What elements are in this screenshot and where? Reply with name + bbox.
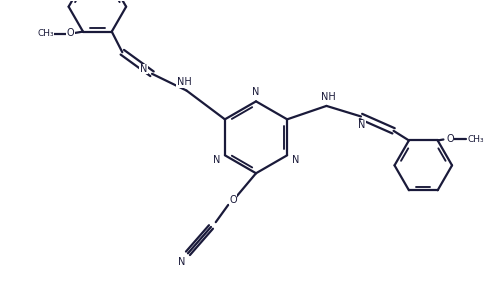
Text: N: N	[252, 87, 259, 97]
Text: O: O	[229, 194, 236, 205]
Text: N: N	[358, 120, 365, 130]
Text: CH₃: CH₃	[467, 135, 484, 144]
Text: N: N	[177, 257, 184, 267]
Text: N: N	[291, 155, 299, 165]
Text: O: O	[445, 134, 453, 144]
Text: CH₃: CH₃	[37, 29, 54, 38]
Text: O: O	[67, 28, 74, 38]
Text: N: N	[139, 64, 147, 74]
Text: NH: NH	[320, 92, 335, 102]
Text: NH: NH	[176, 77, 191, 88]
Text: N: N	[212, 155, 220, 165]
